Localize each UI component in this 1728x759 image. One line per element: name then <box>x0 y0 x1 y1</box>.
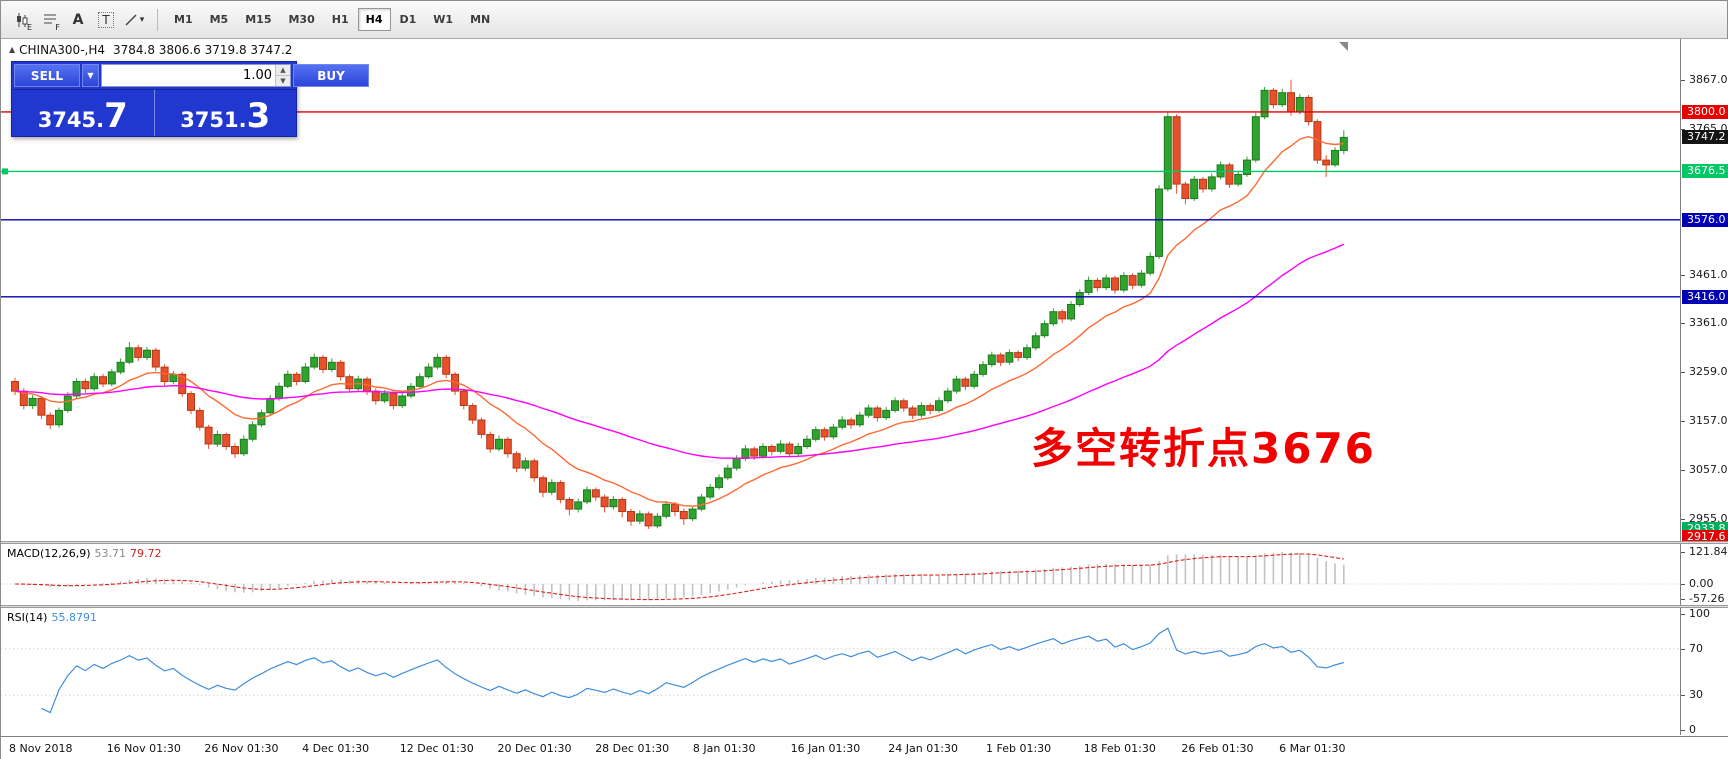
timeframe-button-h4[interactable]: H4 <box>357 8 391 31</box>
dropdown-caret-icon[interactable]: ▾ <box>139 14 145 25</box>
macd-signal-line <box>14 553 1344 601</box>
price-badge: 3576.0 <box>1682 212 1728 227</box>
time-axis-label: 4 Dec 01:30 <box>302 742 370 755</box>
drawing-tools-icon[interactable]: ▾ <box>121 7 147 33</box>
time-axis-label: 12 Dec 01:30 <box>399 742 474 755</box>
time-axis-label: 6 Mar 01:30 <box>1279 742 1346 755</box>
price-badge: 3676.5 <box>1682 164 1728 179</box>
chart-window: ▲ CHINA300-,H4 3784.8 3806.6 3719.8 3747.2… <box>1 39 1728 759</box>
rsi-line <box>41 627 1344 714</box>
chart-symbol-icon: ▲ <box>9 45 16 54</box>
chart-ohlc-values: 3784.8 3806.6 3719.8 3747.2 <box>113 43 293 57</box>
time-axis-label: 18 Feb 01:30 <box>1083 742 1156 755</box>
time-axis-label: 26 Feb 01:30 <box>1181 742 1254 755</box>
price-axis[interactable]: 3867.0 3765.0 3461.0 3361.0 3259.0 3157.0 3057… <box>1680 39 1728 736</box>
macd-label: MACD(12,26,9) 53.71 79.72 <box>7 547 162 560</box>
price-axis-label: 3259.0 <box>1689 365 1728 379</box>
price-badge: 3416.0 <box>1682 289 1728 304</box>
time-axis-label: 1 Feb 01:30 <box>986 742 1052 755</box>
chart-annotation[interactable]: 多空转折点3676 <box>1031 424 1376 473</box>
bid-price[interactable]: 3745. 7 <box>12 90 155 136</box>
timeframe-button-m5[interactable]: M5 <box>209 13 229 26</box>
price-axis-label: 3461.0 <box>1689 268 1728 282</box>
macd-svg <box>1 552 1680 601</box>
price-axis-label: 3867.0 <box>1689 72 1728 86</box>
icon-sub-label: F <box>55 22 60 32</box>
main-chart-svg <box>1 79 1680 529</box>
timeframe-button-mn[interactable]: MN <box>470 13 491 26</box>
timeframe-button-m30[interactable]: M30 <box>288 13 315 26</box>
timeframe-group: M1 M5 M15 M30 H1 H4 D1 W1 MN <box>166 8 499 31</box>
rsi-label: RSI(14) 55.8791 <box>7 611 97 624</box>
price-main-digits: 3745. <box>37 108 105 132</box>
time-axis-label: 24 Jan 01:30 <box>888 742 958 755</box>
price-axis-label: 30 <box>1689 688 1703 702</box>
candlestick-chart-tool-icon[interactable]: E <box>9 7 35 33</box>
icon-sub-label: E <box>26 22 32 32</box>
price-axis-label: 100 <box>1689 607 1710 620</box>
price-big-digit: 7 <box>104 96 128 137</box>
ask-price[interactable]: 3751. 3 <box>155 90 297 136</box>
text-label-tool-icon[interactable]: A <box>72 11 84 28</box>
chart-ohlc-header: ▲ CHINA300-,H4 3784.8 3806.6 3719.8 3747.2 <box>9 43 292 57</box>
macd-histogram <box>22 552 1345 601</box>
main-chart[interactable] <box>1 39 1680 541</box>
toolbar: E F A T ▾ M1 M5 M15 M30 H1 H4 D1 W1 MN <box>1 1 1727 39</box>
list-glyph <box>44 14 56 23</box>
trendline-glyph <box>125 13 137 26</box>
timeframe-button-d1[interactable]: D1 <box>399 13 417 26</box>
price-main-digits: 3751. <box>180 108 247 132</box>
price-axis-label: 3361.0 <box>1689 316 1728 330</box>
volume-decrease-icon[interactable]: ▼ <box>276 76 290 86</box>
time-axis-label: 28 Dec 01:30 <box>595 742 670 755</box>
macd-panel[interactable] <box>1 544 1680 605</box>
one-click-trading-panel: SELL ▼ ▲ ▼ BUY 3745.7 3751.3 <box>11 61 369 137</box>
price-axis-label: -57.26 <box>1689 592 1725 606</box>
price-big-digit: 3 <box>246 96 271 137</box>
price-axis-label: 70 <box>1689 641 1703 655</box>
panel-splitter[interactable] <box>1 541 1728 544</box>
indicator-list-tool-icon[interactable]: F <box>37 7 63 33</box>
text-box-tool-icon[interactable]: T <box>93 7 119 33</box>
price-badge: 3800.0 <box>1682 104 1728 119</box>
price-axis-label: 0.00 <box>1689 577 1714 590</box>
volume-increase-icon[interactable]: ▲ <box>276 65 290 76</box>
price-badge: 2917.6 <box>1682 529 1728 544</box>
price-axis-label: 3057.0 <box>1689 462 1728 476</box>
scroll-to-end-icon[interactable] <box>1339 42 1348 51</box>
rsi-svg <box>1 627 1680 714</box>
candlestick-glyph <box>17 12 28 27</box>
price-axis-label: 3157.0 <box>1689 414 1728 428</box>
timeframe-button-h1[interactable]: H1 <box>331 13 349 26</box>
moving-average-lines <box>14 135 1345 507</box>
toolbar-separator <box>157 8 158 31</box>
timeframe-button-w1[interactable]: W1 <box>433 13 454 26</box>
panel-splitter[interactable] <box>1 605 1728 608</box>
rsi-panel[interactable] <box>1 608 1680 735</box>
sell-button[interactable]: SELL <box>14 64 80 87</box>
time-axis-label: 16 Nov 01:30 <box>106 742 181 755</box>
time-axis-label: 20 Dec 01:30 <box>497 742 572 755</box>
horizontal-level-lines[interactable] <box>1 111 1680 298</box>
chart-symbol-label: CHINA300-,H4 <box>19 43 105 57</box>
time-axis-label: 8 Jan 01:30 <box>692 742 756 755</box>
timeframe-button-m1[interactable]: M1 <box>174 13 193 26</box>
price-badge: 3747.2 <box>1682 130 1728 145</box>
volume-input[interactable] <box>102 65 275 86</box>
timeframe-button-m15[interactable]: M15 <box>245 13 272 26</box>
volume-spinner: ▲ ▼ <box>275 65 290 86</box>
price-axis-label: 121.84 <box>1689 545 1728 558</box>
price-axis-label: 0 <box>1689 723 1696 736</box>
time-axis-label: 8 Nov 2018 <box>9 742 73 755</box>
order-options-caret-icon[interactable]: ▼ <box>82 64 99 87</box>
volume-box: ▲ ▼ <box>101 64 291 87</box>
time-axis[interactable]: 8 Nov 2018 16 Nov 01:30 26 Nov 01:30 4 Dec … <box>1 736 1728 759</box>
time-axis-label: 26 Nov 01:30 <box>204 742 279 755</box>
time-axis-label: 16 Jan 01:30 <box>790 742 861 755</box>
buy-button[interactable]: BUY <box>293 64 369 87</box>
price-axis-label: 2955.0 <box>1689 511 1728 525</box>
